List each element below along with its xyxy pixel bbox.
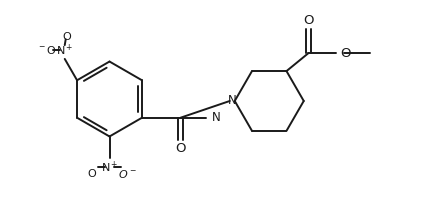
Text: $^-$O: $^-$O xyxy=(37,44,57,56)
Text: O: O xyxy=(175,142,186,155)
Text: O: O xyxy=(62,32,71,42)
Text: O: O xyxy=(303,14,314,27)
Text: O: O xyxy=(87,169,96,179)
Text: O: O xyxy=(341,47,351,60)
Text: N: N xyxy=(227,94,236,108)
Text: N$^+$: N$^+$ xyxy=(101,159,118,175)
Text: $O^-$: $O^-$ xyxy=(118,168,137,180)
Text: N: N xyxy=(212,111,221,124)
Text: N$^+$: N$^+$ xyxy=(56,42,73,58)
